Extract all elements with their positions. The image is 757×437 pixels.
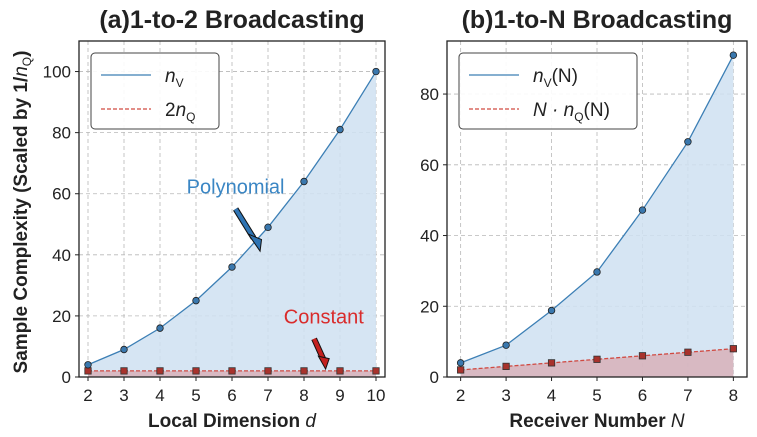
data-point-nV-9 bbox=[336, 125, 344, 134]
y-tick-label: 80 bbox=[52, 124, 71, 143]
data-point-nV(N)-2 bbox=[456, 359, 465, 367]
y-tick-label: 80 bbox=[420, 85, 439, 104]
legend-label-N·nQ(N): N · nQ(N) bbox=[533, 100, 610, 124]
x-tick-label: 5 bbox=[592, 386, 601, 405]
area-fill-nV bbox=[88, 71, 376, 377]
chart-panel-a: (a)1-to-2 Broadcasting 2 3 4 5 6 7 8 9 100204060… bbox=[43, 6, 386, 432]
y-tick-label: 60 bbox=[420, 156, 439, 175]
x-tick-label: 8 bbox=[729, 386, 738, 405]
data-point-2nQ-9 bbox=[336, 367, 344, 375]
legend-box bbox=[458, 52, 638, 130]
y-tick-label: 20 bbox=[52, 307, 71, 326]
legend: nV(N) N · nQ(N) bbox=[458, 52, 638, 130]
data-point-nV-4 bbox=[156, 324, 164, 332]
data-point-nV(N)-8 bbox=[729, 51, 738, 59]
data-point-2nQ-6 bbox=[228, 367, 236, 375]
data-point-2nQ-4 bbox=[156, 367, 164, 375]
data-point-2nQ-8 bbox=[300, 367, 308, 375]
y-tick-label: 60 bbox=[52, 185, 71, 204]
y-tick-label: 20 bbox=[420, 297, 439, 316]
annotation-arrowhead-polynomial bbox=[246, 232, 263, 253]
y-tick-label: 0 bbox=[430, 368, 439, 387]
x-axis-label-a: Local Dimension d bbox=[148, 411, 317, 432]
x-tick-label: 4 bbox=[155, 386, 164, 405]
annotation-arrowhead-constant bbox=[317, 355, 330, 371]
data-point-2nQ-3 bbox=[120, 367, 128, 375]
data-point-nV-5 bbox=[192, 296, 200, 305]
data-point-nV(N)-6 bbox=[638, 206, 647, 214]
annotation-polynomial: Polynomial bbox=[187, 177, 285, 199]
annotation-arrow-polynomial bbox=[233, 207, 256, 240]
legend-label-2nQ: 2nQ bbox=[165, 100, 196, 124]
x-tick-label: 8 bbox=[299, 386, 308, 405]
legend-label-nV: nV bbox=[165, 66, 184, 90]
x-tick-label: 7 bbox=[683, 386, 692, 405]
y-tick-label: 100 bbox=[43, 63, 71, 82]
data-point-nV(N)-3 bbox=[502, 341, 510, 349]
x-tick-label: 4 bbox=[547, 386, 556, 405]
data-point-N·nQ(N)-8 bbox=[729, 345, 737, 353]
data-point-nV-3 bbox=[120, 345, 128, 354]
data-point-N·nQ(N)-7 bbox=[684, 348, 692, 356]
legend: nV 2nQ bbox=[90, 52, 220, 130]
data-point-nV-6 bbox=[228, 263, 236, 271]
data-point-2nQ-7 bbox=[264, 367, 272, 375]
y-tick-label: 40 bbox=[420, 227, 439, 246]
x-tick-label: 2 bbox=[83, 386, 92, 405]
y-tick-label: 0 bbox=[62, 368, 71, 387]
data-point-2nQ-2 bbox=[84, 367, 92, 375]
data-point-nV-2 bbox=[84, 361, 92, 369]
chart-title-b: (b)1-to-N Broadcasting bbox=[462, 6, 733, 34]
x-tick-label: 6 bbox=[638, 386, 647, 405]
data-point-N·nQ(N)-6 bbox=[638, 352, 647, 360]
data-point-N·nQ(N)-5 bbox=[593, 355, 601, 363]
data-point-nV(N)-7 bbox=[684, 138, 692, 146]
legend-label-nV(N): nV(N) bbox=[533, 66, 578, 90]
x-tick-label: 7 bbox=[263, 386, 272, 405]
data-point-nV(N)-4 bbox=[547, 306, 556, 315]
x-tick-label: 5 bbox=[191, 386, 200, 405]
x-tick-label: 9 bbox=[335, 386, 344, 405]
x-tick-label: 3 bbox=[501, 386, 510, 405]
legend-box bbox=[90, 52, 220, 130]
x-tick-label: 2 bbox=[456, 386, 465, 405]
data-point-N·nQ(N)-2 bbox=[457, 366, 465, 374]
annotation-constant: Constant bbox=[284, 307, 364, 329]
x-axis-label-b: Receiver Number N bbox=[509, 411, 685, 432]
data-point-nV-10 bbox=[372, 67, 380, 76]
data-point-nV-8 bbox=[300, 177, 308, 186]
data-point-2nQ-5 bbox=[192, 367, 200, 375]
area-fill-nV(N) bbox=[460, 55, 734, 377]
data-point-nV(N)-5 bbox=[593, 268, 601, 276]
data-point-2nQ-10 bbox=[372, 367, 380, 375]
data-point-N·nQ(N)-4 bbox=[547, 359, 556, 367]
chart-title-a: (a)1-to-2 Broadcasting bbox=[99, 6, 364, 34]
y-tick-label: 40 bbox=[52, 246, 71, 265]
chart-panel-b: (b)1-to-N Broadcasting 2 3 4 5 6 7 8020406080n… bbox=[420, 6, 748, 432]
x-tick-label: 10 bbox=[367, 386, 386, 405]
x-tick-label: 6 bbox=[227, 386, 236, 405]
x-tick-label: 3 bbox=[119, 386, 128, 405]
y-axis-label: Sample Complexity (Scaled by 1/nQ) bbox=[11, 51, 34, 374]
data-point-N·nQ(N)-3 bbox=[502, 362, 510, 370]
data-point-nV-7 bbox=[264, 223, 272, 232]
